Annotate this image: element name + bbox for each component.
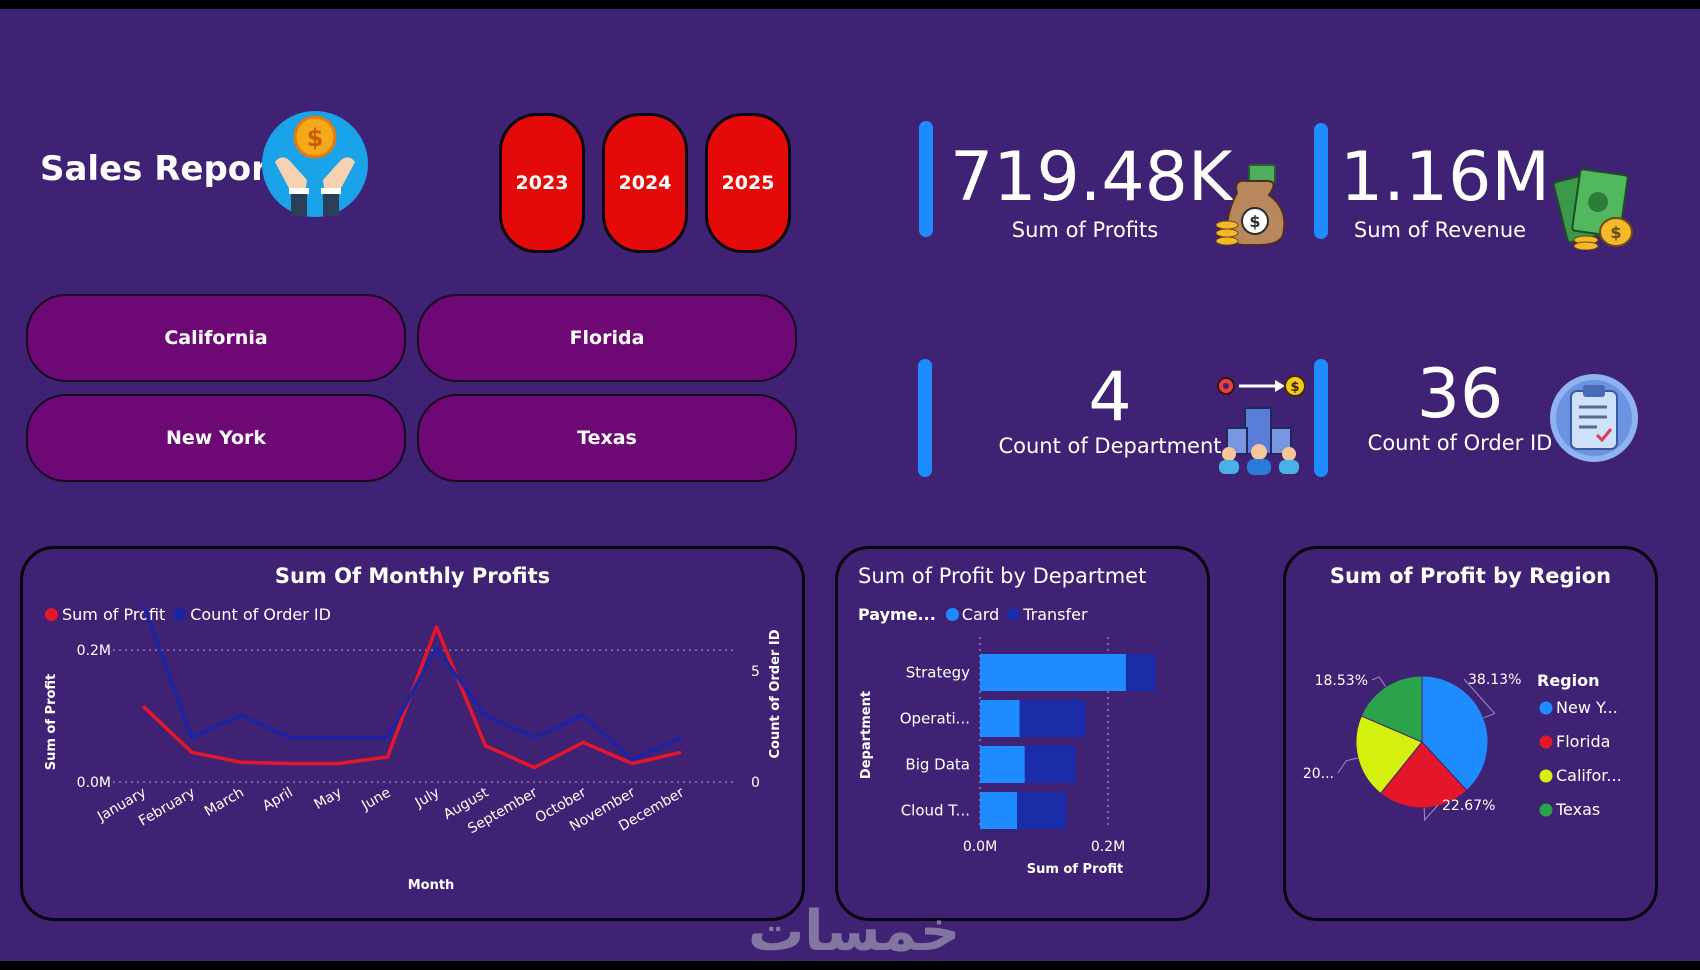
x-axis-title: Sum of Profit [1027, 862, 1124, 877]
leader-line [1423, 804, 1439, 822]
legend-item-orders: Count of Order ID [190, 605, 331, 624]
kpi-accent-bar [919, 121, 933, 237]
watermark: خمسات [748, 899, 961, 961]
kpi-revenue-label: Sum of Revenue [1353, 218, 1527, 242]
legend-item: Califor... [1556, 766, 1622, 785]
leader-line [1463, 678, 1496, 719]
money-hands-icon: $ [261, 110, 369, 218]
legend-marker-transfer [1007, 608, 1021, 621]
bar-card [980, 792, 1018, 829]
pie-chart: 38.13% 22.67% 20... 18.53% Region New Y... Flo… [1303, 671, 1622, 822]
legend-item: Florida [1556, 732, 1610, 751]
x-tick-label: June [358, 785, 393, 815]
chart-title: Sum Of Monthly Profits [274, 564, 551, 588]
bar-card [980, 746, 1025, 783]
svg-text:$: $ [1249, 212, 1260, 231]
bar-chart: 0.0M 0.2M Sum of Profit Department Strategy O… [859, 637, 1156, 877]
kpi-revenue-value: 1.16M [1340, 138, 1551, 217]
kpi-profits-value: 719.48K [950, 138, 1233, 217]
legend-marker [1539, 701, 1553, 715]
legend-title: Region [1537, 671, 1600, 690]
bar-card [980, 654, 1126, 691]
year-button-2023[interactable]: 2023 [499, 113, 585, 253]
y-tick-label: 0.2M [77, 643, 111, 659]
y2-tick-label: 0 [751, 775, 760, 791]
y2-axis-title: Count of Order ID [768, 629, 783, 758]
kpi-accent-bar [918, 359, 932, 477]
x-tick-label: 0.0M [963, 839, 997, 855]
legend-marker-profit [45, 608, 58, 621]
legend-marker [1539, 735, 1553, 749]
page-title: Sales Report [40, 149, 285, 189]
year-button-2024[interactable]: 2024 [602, 113, 688, 253]
legend-item-transfer: Transfer [1023, 605, 1088, 624]
kpi-departments-label: Count of Department [998, 434, 1222, 458]
kpi-departments-value: 4 [1088, 358, 1132, 437]
legend-item-profit: Sum of Profit [62, 605, 166, 624]
svg-text:$: $ [307, 124, 324, 152]
category-label: Cloud T... [901, 802, 970, 820]
series-line-profit [141, 625, 682, 770]
state-button-california[interactable]: California [26, 294, 406, 382]
bar-transfer [1019, 700, 1086, 737]
data-label: 22.67% [1442, 798, 1495, 814]
dashboard: Sales Report $ 2023 2024 2025 California… [0, 9, 1700, 961]
x-tick-label: April [260, 785, 296, 815]
chart-title: Sum of Profit by Region [1329, 564, 1612, 588]
legend-item: Texas [1555, 800, 1600, 819]
y-axis-title: Department [859, 691, 874, 779]
x-tick-label: May [312, 785, 345, 813]
category-label: Strategy [906, 664, 970, 682]
y-axis-title: Sum of Profit [44, 674, 59, 771]
chart-legend: Sum of Profit Count of Order ID [45, 605, 331, 624]
year-button-2025[interactable]: 2025 [705, 113, 791, 253]
category-label: Operati... [900, 710, 970, 728]
legend-marker [1539, 769, 1553, 783]
bar-card [980, 700, 1020, 737]
x-tick-label: July [412, 785, 443, 812]
legend-marker-orders [173, 608, 187, 621]
kpi-accent-bar [1314, 359, 1328, 477]
legend-marker [1539, 803, 1553, 817]
state-button-new-york[interactable]: New York [26, 394, 406, 482]
chart-title: Sum of Profit by Departmet [858, 564, 1147, 588]
monthly-profits-panel: Sum Of Monthly Profits Sum of Profit Cou… [20, 546, 805, 921]
bar-transfer [1125, 654, 1156, 691]
legend-item-card: Card [961, 605, 1000, 624]
legend-marker-card [945, 608, 959, 621]
chart-legend: Payme... Card Transfer [858, 605, 1088, 624]
state-button-florida[interactable]: Florida [417, 294, 797, 382]
data-label: 38.13% [1468, 672, 1521, 688]
legend-title: Payme... [858, 605, 936, 624]
data-label: 20... [1303, 766, 1334, 782]
x-tick-label: 0.2M [1091, 839, 1125, 855]
kpi-profits-label: Sum of Profits [1011, 218, 1159, 242]
legend-item: New Y... [1556, 698, 1618, 717]
department-profit-panel: Sum of Profit by Departmet Payme... Card… [835, 546, 1210, 921]
cash-coins-icon: $ [1550, 166, 1638, 251]
clipboard-icon [1549, 373, 1639, 463]
svg-text:$: $ [1610, 223, 1621, 242]
department-icon: $ [1213, 372, 1306, 476]
x-tick-label: February [136, 785, 198, 830]
data-label: 18.53% [1315, 673, 1368, 689]
x-tick-label: March [202, 785, 247, 820]
bar-transfer [1017, 792, 1067, 829]
kpi-accent-bar [1314, 123, 1328, 239]
bar-transfer [1024, 746, 1076, 783]
region-profit-panel: Sum of Profit by Region 38.13% 22.67% 20..… [1283, 546, 1658, 921]
kpi-orders-value: 36 [1416, 355, 1504, 434]
state-button-texas[interactable]: Texas [417, 394, 797, 482]
leader-line [1337, 757, 1359, 774]
y2-tick-label: 5 [751, 664, 760, 680]
category-label: Big Data [905, 756, 970, 774]
series-line-orders [141, 603, 682, 762]
kpi-orders-label: Count of Order ID [1367, 431, 1553, 455]
money-bag-icon: $ [1213, 163, 1289, 247]
leader-line [1371, 676, 1387, 688]
y-tick-label: 0.0M [77, 775, 111, 791]
svg-text:$: $ [1290, 380, 1299, 395]
x-axis-title: Month [408, 878, 455, 893]
